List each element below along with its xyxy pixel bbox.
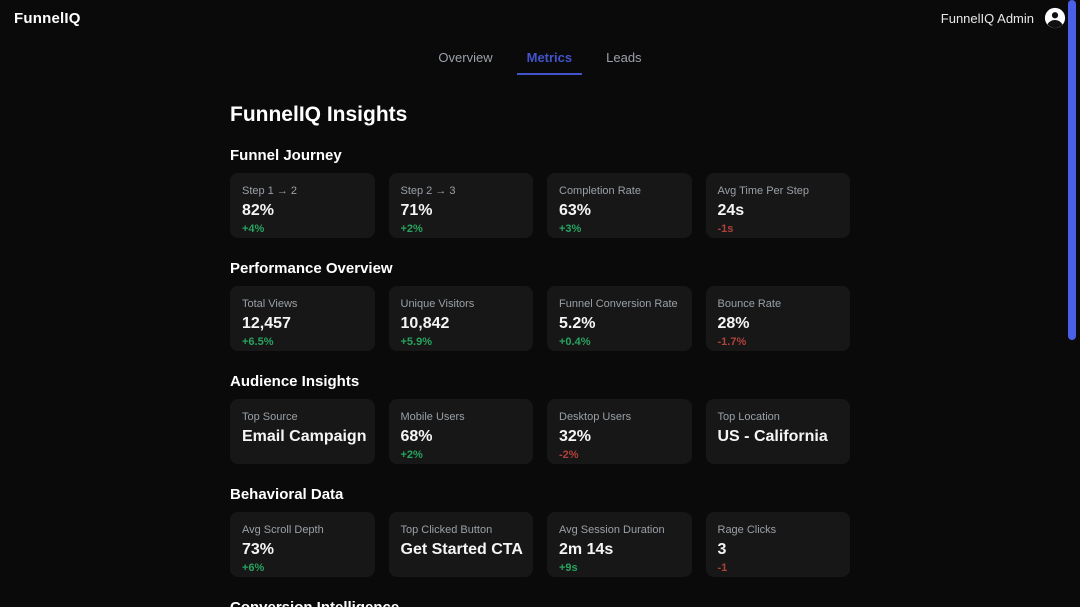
metric-card-top-clicked-button: Top Clicked Button Get Started CTA xyxy=(388,512,533,577)
metric-label: Avg Scroll Depth xyxy=(242,524,324,536)
metric-change: +2% xyxy=(400,223,423,235)
section-audience-insights: Audience Insights Top Source Email Campa… xyxy=(230,374,850,464)
metric-label: Avg Time Per Step xyxy=(717,185,810,197)
card-grid: Avg Scroll Depth 73% +6% Top Clicked But… xyxy=(230,512,850,577)
metric-card-step-2-3: Step 2 → 3 71% +2% xyxy=(388,173,533,238)
card-grid: Step 1 → 2 82% +4% Step 2 → 3 71% +2% Co… xyxy=(230,173,850,238)
metric-card-top-location: Top Location US - California xyxy=(705,399,850,464)
metric-value: 71% xyxy=(400,202,433,219)
account-circle-icon[interactable] xyxy=(1044,7,1066,29)
scrollbar-thumb[interactable] xyxy=(1068,0,1076,340)
section-title: Audience Insights xyxy=(230,373,360,390)
section-title: Conversion Intelligence xyxy=(230,600,850,607)
card-grid: Total Views 12,457 +6.5% Unique Visitors… xyxy=(230,286,850,351)
section-title: Behavioral Data xyxy=(230,486,344,503)
section-title: Funnel Journey xyxy=(230,147,342,164)
metric-card-step-1-2: Step 1 → 2 82% +4% xyxy=(230,173,375,238)
metric-change: +6% xyxy=(242,562,265,574)
user-menu: FunnelIQ Admin xyxy=(941,7,1066,29)
metric-value: 73% xyxy=(242,541,275,558)
metric-label: Avg Session Duration xyxy=(559,524,665,536)
metric-change: +6.5% xyxy=(242,336,274,348)
metric-value: 28% xyxy=(717,315,750,332)
metric-card-rage-clicks: Rage Clicks 3 -1 xyxy=(705,512,850,577)
metric-card-completion-rate: Completion Rate 63% +3% xyxy=(547,173,692,238)
metric-label: Total Views xyxy=(242,298,298,310)
metric-value: Email Campaign xyxy=(242,428,367,445)
tab-leads[interactable]: Leads xyxy=(596,44,651,75)
metric-value: 5.2% xyxy=(559,315,596,332)
metric-label: Completion Rate xyxy=(559,185,641,197)
metric-label: Bounce Rate xyxy=(717,298,782,310)
metric-change: +9s xyxy=(559,562,578,574)
metric-change: -1 xyxy=(717,562,728,574)
metric-value: 32% xyxy=(559,428,592,445)
metric-change: -1.7% xyxy=(717,336,747,348)
metric-value: 63% xyxy=(559,202,592,219)
metric-label: Top Location xyxy=(717,411,780,423)
section-conversion-intelligence: Conversion Intelligence xyxy=(230,600,850,607)
metric-change: +4% xyxy=(242,223,265,235)
tab-overview[interactable]: Overview xyxy=(428,44,502,75)
metric-card-avg-session-duration: Avg Session Duration 2m 14s +9s xyxy=(547,512,692,577)
app-logo[interactable]: FunnelIQ xyxy=(14,9,81,27)
metric-value: US - California xyxy=(717,428,828,445)
metric-label: Unique Visitors xyxy=(400,298,475,310)
metric-change: +0.4% xyxy=(559,336,591,348)
metric-label: Mobile Users xyxy=(400,411,465,423)
metric-card-total-views: Total Views 12,457 +6.5% xyxy=(230,286,375,351)
main-content: FunnelIQ Insights Funnel Journey Step 1 … xyxy=(230,104,850,607)
metric-change: +5.9% xyxy=(400,336,433,348)
metric-change: +2% xyxy=(400,449,423,461)
metric-change: +3% xyxy=(559,223,582,235)
metric-label: Top Clicked Button xyxy=(400,524,493,536)
metric-label: Step 1 → 2 xyxy=(242,185,298,197)
metric-card-top-source: Top Source Email Campaign xyxy=(230,399,375,464)
section-performance-overview: Performance Overview Total Views 12,457 … xyxy=(230,261,850,351)
metric-value: Get Started CTA xyxy=(400,541,523,558)
card-grid: Top Source Email Campaign Mobile Users 6… xyxy=(230,399,850,464)
metric-value: 68% xyxy=(400,428,433,445)
metric-card-bounce-rate: Bounce Rate 28% -1.7% xyxy=(705,286,850,351)
top-bar: FunnelIQ FunnelIQ Admin xyxy=(0,0,1080,36)
metric-value: 2m 14s xyxy=(559,541,614,558)
metric-card-avg-time-per-step: Avg Time Per Step 24s -1s xyxy=(705,173,850,238)
page-title: FunnelIQ Insights xyxy=(230,103,408,126)
section-funnel-journey: Funnel Journey Step 1 → 2 82% +4% Step 2… xyxy=(230,148,850,238)
section-title: Performance Overview xyxy=(230,260,393,277)
metric-card-avg-scroll-depth: Avg Scroll Depth 73% +6% xyxy=(230,512,375,577)
metric-value: 10,842 xyxy=(400,315,450,332)
tab-bar: Overview Metrics Leads xyxy=(0,36,1080,75)
metric-change: -1s xyxy=(717,223,734,235)
metric-label: Desktop Users xyxy=(559,411,632,423)
metric-value: 82% xyxy=(242,202,275,219)
user-name: FunnelIQ Admin xyxy=(940,10,1034,26)
metric-card-desktop-users: Desktop Users 32% -2% xyxy=(547,399,692,464)
section-behavioral-data: Behavioral Data Avg Scroll Depth 73% +6%… xyxy=(230,487,850,577)
metric-value: 3 xyxy=(717,541,727,558)
metric-label: Funnel Conversion Rate xyxy=(559,298,678,310)
metric-label: Rage Clicks xyxy=(717,524,777,536)
tab-metrics[interactable]: Metrics xyxy=(516,44,583,75)
metric-value: 12,457 xyxy=(242,315,291,332)
metric-card-unique-visitors: Unique Visitors 10,842 +5.9% xyxy=(388,286,533,351)
metric-card-mobile-users: Mobile Users 68% +2% xyxy=(388,399,533,464)
metric-label: Top Source xyxy=(242,411,298,423)
metric-value: 24s xyxy=(717,202,745,219)
metric-card-funnel-conversion-rate: Funnel Conversion Rate 5.2% +0.4% xyxy=(547,286,692,351)
metric-change: -2% xyxy=(559,449,579,461)
metric-label: Step 2 → 3 xyxy=(400,185,456,197)
